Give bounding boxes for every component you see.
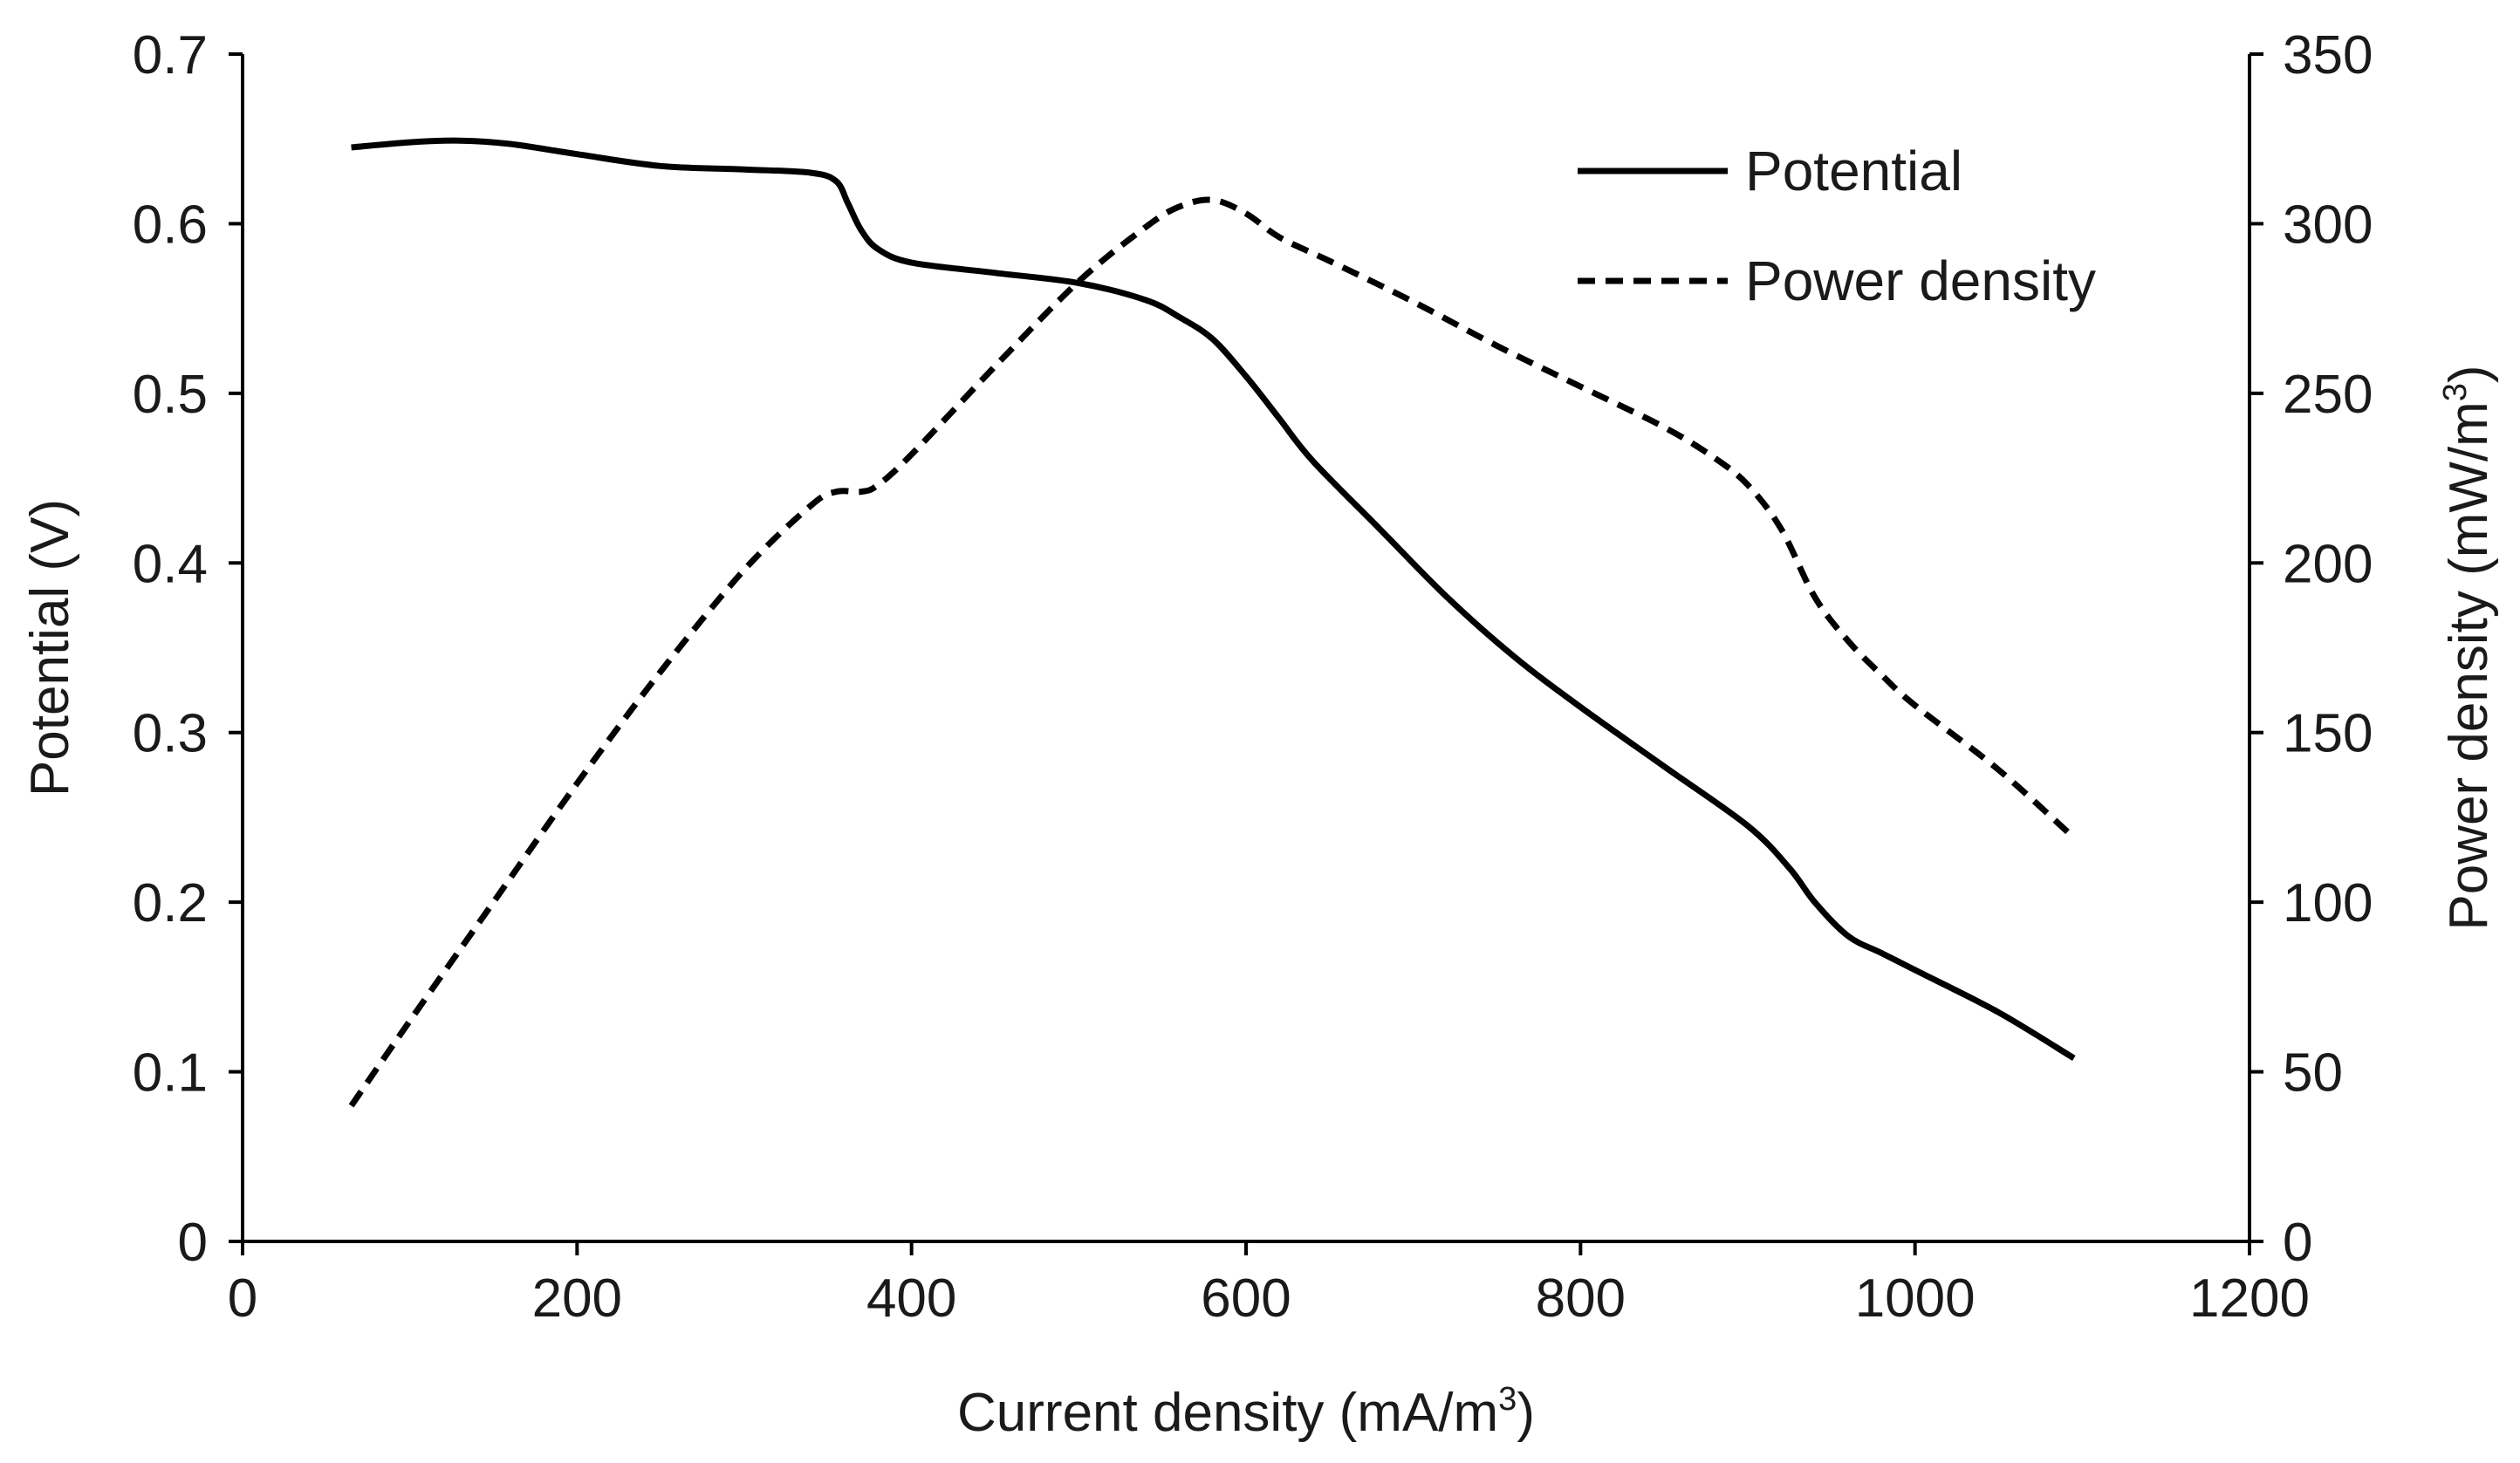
y-tick-label: 0.3 — [133, 704, 208, 764]
x-axis-label: Current density (mA/m3) — [957, 1381, 1535, 1443]
x-tick-label: 400 — [866, 1268, 956, 1329]
y-tick-label: 0.6 — [133, 195, 208, 255]
legend-label: Power density — [1745, 250, 2096, 312]
y-tick-label: 0.1 — [133, 1043, 208, 1104]
chart-axes — [241, 54, 2251, 1243]
x-tick-label: 200 — [532, 1268, 622, 1329]
chart-ticks: 0 200 400 600 800 1000 120000.10.20.30.40.50.6… — [133, 25, 2373, 1329]
y-tick-label: 0.4 — [133, 534, 208, 594]
x-tick-label: 800 — [1536, 1268, 1626, 1329]
y2-tick-label: 0 — [2283, 1213, 2312, 1273]
x-tick-label: 1000 — [1855, 1268, 1976, 1329]
x-tick-label: 0 — [228, 1268, 257, 1329]
x-tick-label: 600 — [1201, 1268, 1291, 1329]
y2-tick-label: 50 — [2283, 1043, 2343, 1104]
y-tick-label: 0.2 — [133, 873, 208, 933]
y2-tick-label: 250 — [2283, 365, 2373, 425]
chart-labels: Current density (mA/m3) Potential (V) Po… — [20, 365, 2499, 1443]
y2-tick-label: 100 — [2283, 873, 2373, 933]
legend-label: Potential — [1745, 140, 1962, 202]
y2-tick-label: 200 — [2283, 534, 2373, 594]
y2-axis-label: Power density (mW/m3) — [2437, 365, 2499, 930]
y2-tick-label: 350 — [2283, 25, 2373, 85]
y-tick-label: 0.7 — [133, 25, 208, 85]
chart-series — [348, 137, 2077, 1108]
power-density-line — [348, 196, 2077, 1108]
y-tick-label: 0.5 — [133, 365, 208, 425]
legend: Potential Power density — [1578, 140, 2096, 312]
x-tick-label: 1200 — [2189, 1268, 2310, 1329]
y2-tick-label: 300 — [2283, 195, 2373, 255]
potential-line — [351, 137, 2076, 1061]
y-tick-label: 0 — [178, 1213, 208, 1273]
y2-tick-label: 150 — [2283, 704, 2373, 764]
y-axis-label: Potential (V) — [20, 499, 80, 796]
